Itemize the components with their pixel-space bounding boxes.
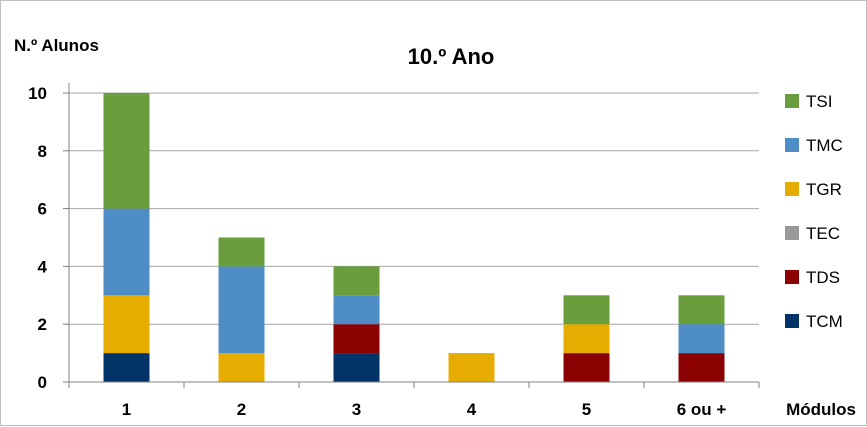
legend-swatch xyxy=(785,314,799,328)
legend-label: TEC xyxy=(806,224,840,243)
legend-swatch xyxy=(785,182,799,196)
legend-swatch xyxy=(785,94,799,108)
legend-swatch xyxy=(785,270,799,284)
bar-segment xyxy=(103,295,150,354)
bars xyxy=(103,93,725,382)
legend-label: TGR xyxy=(806,180,842,199)
legend-label: TDS xyxy=(806,268,840,287)
x-axis-label: Módulos xyxy=(786,400,856,419)
gridlines xyxy=(69,92,759,325)
y-tick-label: 0 xyxy=(38,373,47,392)
x-tick-label: 5 xyxy=(582,400,591,419)
bar-segment xyxy=(103,208,150,296)
bar-segment xyxy=(563,324,610,354)
legend-swatch xyxy=(785,138,799,152)
bar-segment xyxy=(333,266,380,296)
bar-segment xyxy=(218,237,265,267)
chart-title: 10.º Ano xyxy=(408,44,495,69)
y-tick-label: 4 xyxy=(38,257,48,276)
y-axis-label: N.º Alunos xyxy=(14,36,99,55)
bar-segment xyxy=(333,295,380,325)
y-tick-label: 10 xyxy=(28,84,47,103)
y-tick-label: 8 xyxy=(38,142,47,161)
bar-segment xyxy=(333,324,380,354)
y-tick-label: 2 xyxy=(38,315,47,334)
bar-segment xyxy=(103,353,150,382)
bar-segment xyxy=(218,353,265,382)
bar-segment xyxy=(563,295,610,325)
bar-segment xyxy=(218,266,265,354)
bar-segment xyxy=(678,295,725,325)
x-tick-label: 3 xyxy=(352,400,361,419)
bar-segment xyxy=(448,353,495,382)
bar-segment xyxy=(678,324,725,354)
legend-label: TMC xyxy=(806,136,843,155)
bar-segment xyxy=(103,93,150,209)
x-tick-label: 6 ou + xyxy=(677,400,727,419)
legend-swatch xyxy=(785,226,799,240)
bar-segment xyxy=(678,353,725,382)
bar-segment xyxy=(563,353,610,382)
x-tick-label: 2 xyxy=(237,400,246,419)
legend: TSI TMC TGR TEC TDS TCM xyxy=(785,92,843,331)
y-tick-label: 6 xyxy=(38,200,47,219)
x-tick-label: 1 xyxy=(122,400,131,419)
legend-label: TSI xyxy=(806,92,832,111)
legend-label: TCM xyxy=(806,312,843,331)
bar-segment xyxy=(333,353,380,382)
x-tick-label: 4 xyxy=(467,400,477,419)
